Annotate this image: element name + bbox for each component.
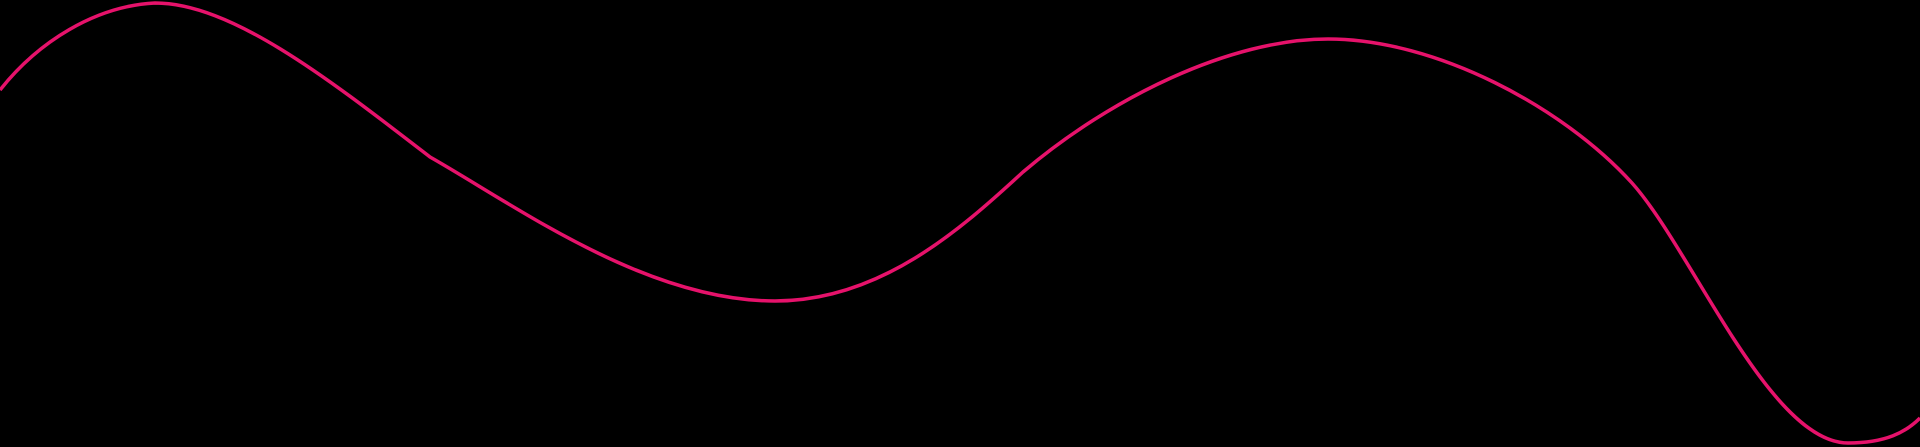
wave-curve [0,1,1920,445]
wave-stage [0,0,1920,447]
background-fill [0,0,1920,447]
wave-canvas [0,0,1920,447]
